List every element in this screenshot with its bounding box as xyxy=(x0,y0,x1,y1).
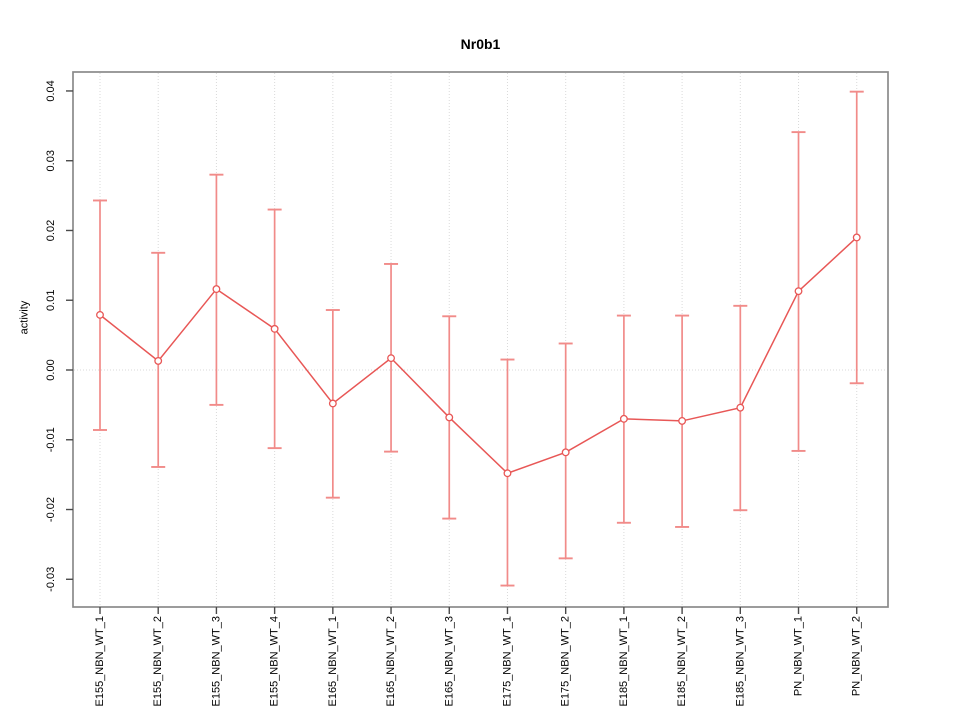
x-tick-label: E155_NBN_WT_2 xyxy=(152,616,164,707)
data-point xyxy=(96,310,104,319)
series-line xyxy=(99,236,858,475)
y-tick-label: -0.03 xyxy=(45,567,57,592)
data-point xyxy=(736,403,745,412)
x-tick-label: E165_NBN_WT_1 xyxy=(327,616,339,707)
data-point xyxy=(154,356,163,365)
y-tick-label: 0.00 xyxy=(45,359,57,380)
data-point xyxy=(328,399,337,408)
x-tick-label: E165_NBN_WT_3 xyxy=(443,616,455,707)
x-tick-label: E155_NBN_WT_4 xyxy=(269,616,281,707)
y-tick-label: 0.02 xyxy=(45,220,57,241)
data-point xyxy=(212,285,221,294)
x-tick-label: E185_NBN_WT_2 xyxy=(676,616,688,707)
y-axis-label: activity xyxy=(18,300,31,335)
x-tick-label: E165_NBN_WT_2 xyxy=(385,616,397,707)
data-point xyxy=(794,287,803,296)
y-tick-label: 0.04 xyxy=(45,80,57,101)
y-tick-label: 0.01 xyxy=(45,290,57,311)
data-point xyxy=(270,324,279,333)
data-point xyxy=(445,413,454,422)
data-point xyxy=(561,448,570,457)
x-tick-label: PN_NBN_WT_2 xyxy=(851,616,863,696)
chart-title: Nr0b1 xyxy=(460,36,501,52)
y-tick-label: 0.03 xyxy=(45,150,57,171)
x-tick-label: E175_NBN_WT_2 xyxy=(560,616,572,707)
x-tick-label: PN_NBN_WT_1 xyxy=(793,616,805,696)
data-point xyxy=(852,233,861,242)
y-tick-label: -0.02 xyxy=(45,497,57,522)
y-tick-label: -0.01 xyxy=(45,427,57,452)
data-point xyxy=(387,354,395,363)
x-tick-label: E185_NBN_WT_1 xyxy=(618,616,630,707)
data-point xyxy=(503,469,512,478)
x-tick-label: E155_NBN_WT_3 xyxy=(210,616,222,707)
data-point xyxy=(619,414,628,423)
x-tick-label: E155_NBN_WT_1 xyxy=(94,616,106,707)
x-tick-label: E175_NBN_WT_1 xyxy=(501,616,513,707)
data-point xyxy=(678,416,687,425)
x-tick-label: E185_NBN_WT_3 xyxy=(734,616,746,707)
plot-border xyxy=(72,71,889,608)
